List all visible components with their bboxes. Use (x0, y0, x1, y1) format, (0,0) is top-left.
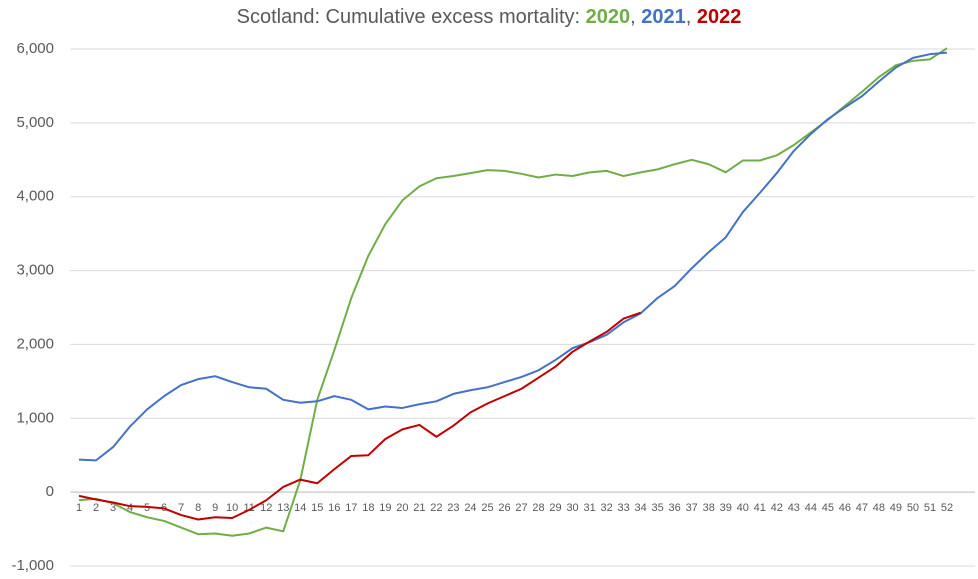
x-tick-label: 37 (686, 502, 698, 514)
x-tick-label: 40 (737, 502, 749, 514)
x-tick-label: 2 (93, 502, 99, 514)
chart-title: Scotland: Cumulative excess mortality: 2… (237, 6, 742, 28)
x-tick-label: 52 (941, 502, 953, 514)
x-tick-label: 12 (260, 502, 272, 514)
y-tick-label: 5,000 (16, 114, 54, 131)
x-tick-label: 39 (720, 502, 732, 514)
x-tick-label: 22 (430, 502, 442, 514)
legend-entry: 2020 (586, 6, 631, 28)
legend-entry: 2021 (641, 6, 686, 28)
x-tick-label: 50 (907, 502, 919, 514)
x-tick-label: 36 (669, 502, 681, 514)
x-tick-label: 10 (226, 502, 238, 514)
x-tick-label: 48 (873, 502, 885, 514)
x-tick-label: 29 (549, 502, 561, 514)
x-tick-label: 25 (481, 502, 493, 514)
x-tick-label: 13 (277, 502, 289, 514)
x-tick-label: 42 (771, 502, 783, 514)
series-line (78, 51, 948, 462)
x-tick-label: 28 (532, 502, 544, 514)
x-tick-label: 45 (822, 502, 834, 514)
x-tick-label: 3 (110, 502, 116, 514)
x-tick-label: 20 (396, 502, 408, 514)
x-tick-label: 26 (498, 502, 510, 514)
x-tick-label: 17 (345, 502, 357, 514)
x-tick-label: 21 (413, 502, 425, 514)
y-tick-label: 6,000 (16, 40, 54, 57)
x-tick-label: 32 (600, 502, 612, 514)
x-tick-label: 23 (447, 502, 459, 514)
x-tick-label: 46 (839, 502, 851, 514)
x-tick-label: 43 (788, 502, 800, 514)
x-tick-label: 41 (754, 502, 766, 514)
series-line (78, 311, 641, 521)
y-tick-label: 0 (46, 483, 54, 500)
x-tick-label: 16 (328, 502, 340, 514)
x-tick-label: 27 (515, 502, 527, 514)
x-tick-label: 47 (856, 502, 868, 514)
x-tick-label: 35 (652, 502, 664, 514)
x-tick-label: 8 (195, 502, 201, 514)
series-line (78, 47, 948, 537)
y-tick-label: 1,000 (16, 409, 54, 426)
x-tick-label: 30 (566, 502, 578, 514)
x-tick-label: 1 (76, 502, 82, 514)
x-tick-label: 9 (212, 502, 218, 514)
x-tick-label: 31 (583, 502, 595, 514)
x-tick-label: 38 (703, 502, 715, 514)
x-tick-label: 51 (924, 502, 936, 514)
x-tick-label: 5 (144, 502, 150, 514)
x-tick-label: 24 (464, 502, 476, 514)
title-separator: , (686, 6, 692, 28)
legend-entry: 2022 (697, 6, 742, 28)
x-tick-label: 19 (379, 502, 391, 514)
x-tick-label: 44 (805, 502, 817, 514)
y-tick-label: 2,000 (16, 335, 54, 352)
x-tick-label: 34 (635, 502, 647, 514)
x-tick-label: 15 (311, 502, 323, 514)
title-text: Scotland: Cumulative excess mortality: (237, 6, 580, 28)
y-tick-label: 3,000 (16, 262, 54, 279)
x-tick-label: 18 (362, 502, 374, 514)
x-tick-label: 11 (243, 502, 254, 514)
x-tick-label: 4 (127, 502, 133, 514)
y-tick-label: 4,000 (16, 188, 54, 205)
x-tick-label: 7 (178, 502, 184, 514)
title-separator: , (630, 6, 636, 28)
x-tick-label: 33 (618, 502, 630, 514)
x-tick-label: 49 (890, 502, 902, 514)
x-tick-label: 14 (294, 502, 306, 514)
y-tick-label: -1,000 (11, 557, 54, 574)
